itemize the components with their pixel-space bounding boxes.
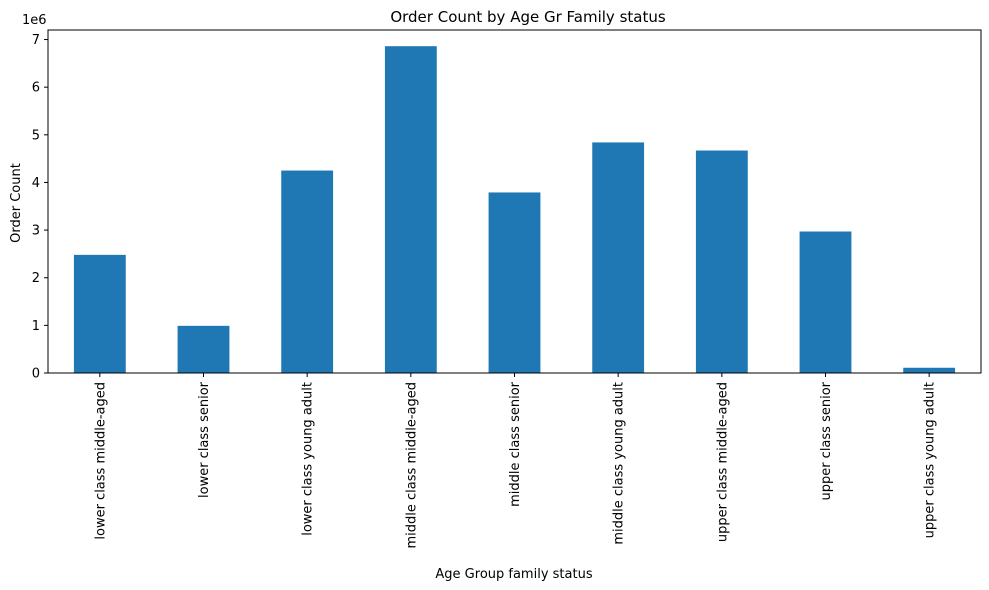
x-tick-label-6: upper class middle-aged [715, 382, 730, 542]
y-axis-label: Order Count [9, 163, 24, 243]
chart-title: Order Count by Age Gr Family status [390, 8, 666, 26]
x-ticks-group: lower class middle-aged lower class senio… [93, 373, 938, 548]
bar-3 [384, 46, 437, 373]
y-tick-label-1: 1 [32, 319, 40, 334]
x-axis-label: Age Group family status [435, 567, 592, 582]
bar-6 [695, 150, 748, 373]
y-tick-label-4: 4 [32, 176, 40, 191]
x-tick-label-3: middle class middle-aged [404, 382, 419, 548]
y-tick-label-7: 7 [32, 33, 40, 48]
bar-1 [177, 325, 230, 373]
y-tick-label-5: 5 [32, 128, 40, 143]
y-tick-label-6: 6 [32, 81, 40, 96]
y-tick-label-0: 0 [32, 367, 40, 382]
bar-8 [903, 367, 956, 373]
x-tick-label-0: lower class middle-aged [93, 382, 108, 540]
x-tick-label-7: upper class senior [819, 381, 834, 500]
x-tick-label-2: lower class young adult [301, 382, 316, 536]
bar-2 [281, 170, 334, 373]
bars-group [73, 46, 956, 373]
x-tick-label-8: upper class young adult [923, 382, 938, 538]
y-tick-label-2: 2 [32, 271, 40, 286]
x-tick-label-1: lower class senior [197, 381, 212, 498]
plot-frame [47, 29, 982, 374]
bar-0 [73, 254, 126, 373]
bar-5 [592, 142, 645, 373]
bar-7 [799, 231, 852, 373]
y-axis-multiplier: 1e6 [22, 13, 47, 28]
bar-4 [488, 192, 541, 373]
y-ticks-group: 0 1 2 3 4 5 6 7 [32, 33, 48, 382]
x-tick-label-4: middle class senior [508, 381, 523, 507]
y-tick-label-3: 3 [32, 224, 40, 239]
x-tick-label-5: middle class young adult [612, 382, 627, 545]
